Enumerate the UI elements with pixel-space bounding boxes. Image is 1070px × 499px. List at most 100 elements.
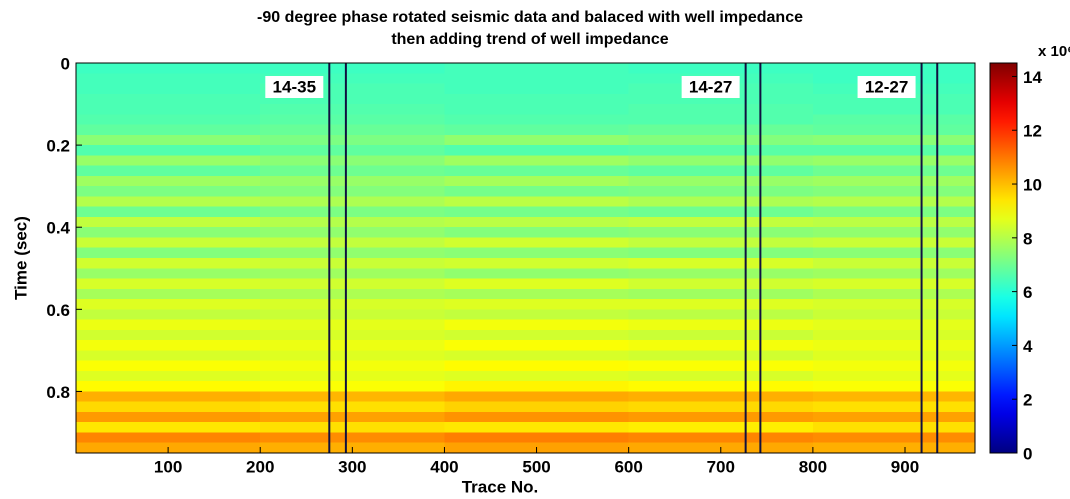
heatmap-cell (76, 165, 261, 177)
heatmap-cell (76, 268, 261, 280)
well-label: 14-35 (273, 77, 316, 96)
y-tick-label: 0.6 (46, 301, 70, 320)
heatmap-cell (628, 165, 814, 177)
heatmap-cell (260, 134, 445, 146)
heatmap-cell (76, 227, 261, 238)
heatmap-cell (444, 134, 630, 146)
heatmap-cell (76, 288, 261, 300)
heatmap-cell (444, 381, 630, 392)
heatmap-cell (812, 288, 976, 300)
heatmap-cell (76, 73, 261, 85)
heatmap-cell (812, 216, 976, 228)
heatmap-cell (260, 63, 445, 74)
heatmap-cell (260, 309, 445, 321)
heatmap-cell (76, 432, 261, 444)
heatmap-cell (812, 329, 976, 341)
heatmap-cell (812, 360, 976, 372)
y-tick-label: 0.2 (46, 137, 70, 156)
heatmap-cell (444, 422, 630, 433)
heatmap-cell (260, 237, 445, 249)
heatmap-cell (628, 268, 814, 280)
y-axis-label: Time (sec) (11, 216, 30, 300)
x-tick-label: 900 (891, 457, 919, 476)
well-label: 12-27 (865, 77, 908, 96)
heatmap-cell (76, 93, 261, 105)
heatmap-cell (444, 340, 630, 351)
heatmap-cell (260, 206, 445, 218)
x-axis-label: Trace No. (462, 477, 539, 496)
heatmap-cell (812, 299, 976, 310)
heatmap-cell (260, 165, 445, 177)
heatmap-cell (76, 381, 261, 392)
heatmap-cell (444, 391, 630, 403)
heatmap-cell (444, 196, 630, 208)
heatmap-cell (76, 196, 261, 208)
heatmap-cell (444, 360, 630, 372)
heatmap-cell (444, 401, 630, 413)
colorbar-tick-label: 0 (1023, 444, 1032, 463)
heatmap-cell (260, 258, 445, 269)
colorbar-tick-label: 2 (1023, 391, 1032, 410)
heatmap-cell (260, 319, 445, 331)
heatmap-cell (260, 124, 445, 136)
heatmap-cell (628, 155, 814, 167)
heatmap-cell (76, 124, 261, 136)
heatmap-cell (260, 360, 445, 372)
heatmap-cell (628, 350, 814, 362)
heatmap-cell (76, 145, 261, 156)
heatmap-cell (812, 206, 976, 218)
heatmap-cell (812, 196, 976, 208)
heatmap-cell (812, 165, 976, 177)
well-label-box (265, 76, 324, 98)
heatmap-cell (260, 104, 445, 115)
colorbar-tick-label: 10 (1023, 176, 1042, 195)
heatmap-cell (76, 104, 261, 115)
heatmap-cell (628, 391, 814, 403)
heatmap-cell (812, 442, 976, 454)
heatmap-cell (628, 63, 814, 74)
heatmap-cell (444, 83, 630, 95)
heatmap-cell (260, 73, 445, 85)
heatmap-cell (76, 411, 261, 423)
heatmap (76, 63, 976, 454)
heatmap-cell (628, 237, 814, 249)
heatmap-cell (444, 145, 630, 156)
heatmap-cell (628, 175, 814, 187)
heatmap-cell (76, 401, 261, 413)
heatmap-cell (628, 309, 814, 321)
heatmap-cell (812, 432, 976, 444)
heatmap-cell (444, 104, 630, 115)
heatmap-cell (260, 411, 445, 423)
heatmap-cell (260, 432, 445, 444)
heatmap-cell (628, 329, 814, 341)
heatmap-cell (812, 278, 976, 290)
heatmap-cell (444, 175, 630, 187)
heatmap-cell (812, 258, 976, 269)
heatmap-cell (444, 432, 630, 444)
heatmap-cell (812, 370, 976, 382)
heatmap-cell (812, 319, 976, 331)
heatmap-cell (260, 196, 445, 208)
heatmap-cell (628, 381, 814, 392)
heatmap-cell (628, 206, 814, 218)
heatmap-cell (444, 124, 630, 136)
colorbar-tick-label: 12 (1023, 122, 1042, 141)
well-label: 14-27 (689, 77, 732, 96)
heatmap-cell (628, 258, 814, 269)
heatmap-cell (76, 258, 261, 269)
heatmap-cell (76, 114, 261, 126)
heatmap-cell (812, 391, 976, 403)
heatmap-cell (76, 360, 261, 372)
y-tick-label: 0.8 (46, 383, 70, 402)
heatmap-cell (812, 134, 976, 146)
heatmap-cell (812, 155, 976, 167)
heatmap-cell (812, 104, 976, 115)
heatmap-cell (812, 411, 976, 423)
heatmap-cell (628, 432, 814, 444)
heatmap-cell (812, 247, 976, 259)
heatmap-cell (260, 93, 445, 105)
heatmap-cell (260, 268, 445, 280)
colorbar-tick-label: 8 (1023, 229, 1032, 248)
heatmap-cell (628, 196, 814, 208)
